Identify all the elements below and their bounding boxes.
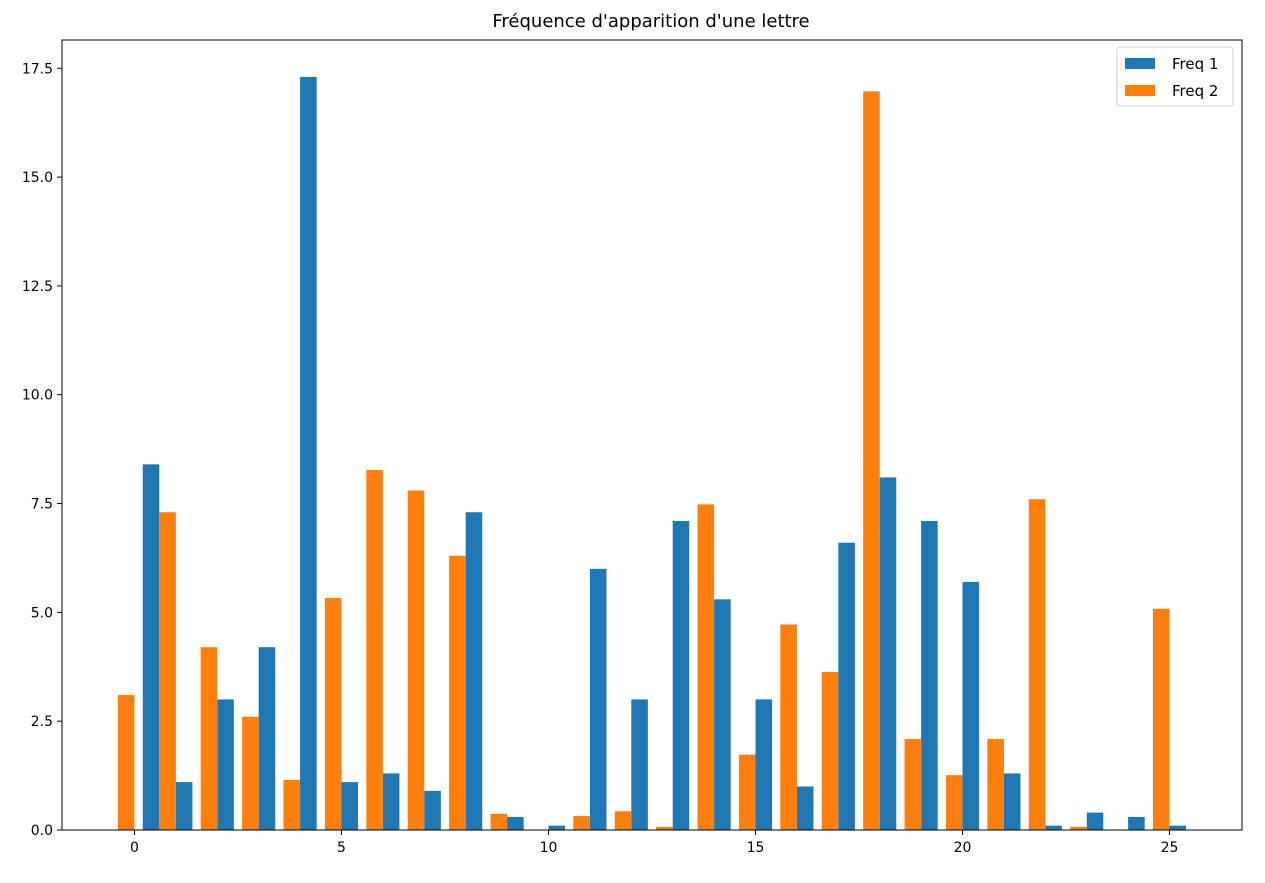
y-tick-label: 15.0	[22, 170, 53, 186]
y-tick-label: 7.5	[31, 497, 53, 513]
bar-freq-1-2	[217, 699, 234, 830]
bar-freq-1-25	[1169, 825, 1187, 830]
chart-title: Fréquence d'apparition d'une lettre	[492, 11, 809, 32]
bar-freq-1-20	[962, 581, 980, 830]
bar-freq-1-17	[838, 542, 855, 830]
bar-freq-2-9	[490, 813, 508, 830]
bar-freq-2-4	[283, 779, 301, 830]
bar-freq-2-7	[407, 490, 425, 830]
bar-freq-1-14	[714, 599, 731, 830]
bar-freq-2-1	[159, 512, 176, 830]
bar-freq-1-6	[382, 773, 400, 830]
plot-area	[117, 76, 1187, 830]
plot-frame	[61, 39, 1243, 831]
bar-freq-2-21	[987, 739, 1004, 830]
y-tick-label: 2.5	[31, 714, 53, 730]
bar-freq-2-18	[863, 91, 880, 830]
bar-freq-2-12	[614, 811, 632, 830]
bar-freq-1-1	[175, 782, 193, 830]
bar-freq-2-25	[1152, 608, 1170, 830]
y-tick-label: 0.0	[31, 823, 53, 839]
bar-freq-2-11	[573, 816, 590, 830]
y-axis: 0.0 2.5 5.0 7.5 10.0 12.5 15.0 17.5	[22, 61, 62, 839]
bar-freq-1-5	[341, 782, 359, 830]
bar-freq-2-15	[738, 754, 756, 830]
bar-freq-2-22	[1028, 499, 1046, 830]
bar-freq-2-16	[780, 624, 797, 830]
bar-freq-2-17	[821, 672, 839, 830]
x-tick-label: 0	[130, 840, 139, 856]
x-tick-label: 5	[337, 840, 346, 856]
bar-freq-1-15	[755, 699, 773, 830]
x-tick-label: 20	[954, 840, 972, 856]
bar-freq-2-3	[242, 716, 259, 830]
bar-freq-2-2	[200, 647, 218, 830]
bar-freq-1-7	[424, 790, 441, 830]
bar-freq-1-12	[631, 699, 648, 830]
bar-freq-1-8	[465, 512, 483, 830]
legend: Freq 1 Freq 2	[1116, 46, 1234, 107]
legend-label-1: Freq 2	[1172, 82, 1218, 100]
x-tick-label: 25	[1161, 840, 1179, 856]
y-tick-label: 17.5	[22, 61, 53, 77]
bar-freq-2-13	[656, 826, 673, 830]
bar-freq-2-8	[449, 555, 466, 830]
bar-freq-1-13	[672, 520, 690, 830]
bar-freq-2-0	[117, 695, 135, 830]
bar-freq-2-19	[904, 739, 922, 830]
bar-freq-1-4	[300, 76, 317, 830]
bar-freq-2-6	[366, 470, 383, 830]
bar-freq-1-18	[879, 477, 897, 830]
x-tick-label: 15	[747, 840, 765, 856]
bar-freq-2-5	[324, 598, 342, 830]
legend-label-0: Freq 1	[1172, 55, 1218, 73]
bar-freq-1-21	[1003, 773, 1021, 830]
x-tick-label: 10	[540, 840, 558, 856]
bar-freq-1-9	[507, 816, 524, 830]
bar-freq-1-19	[921, 520, 938, 830]
legend-swatch-1	[1125, 85, 1155, 96]
bar-freq-1-11	[589, 568, 607, 830]
bar-freq-1-0	[142, 464, 160, 830]
y-tick-label: 12.5	[22, 279, 53, 295]
legend-swatch-0	[1125, 58, 1155, 69]
bar-freq-1-3	[258, 647, 276, 830]
bar-freq-2-20	[945, 775, 963, 830]
bar-freq-1-16	[796, 786, 814, 830]
bar-freq-1-24	[1128, 816, 1145, 830]
bar-freq-2-23	[1070, 826, 1087, 830]
bar-freq-1-10	[548, 825, 566, 830]
bar-freq-1-22	[1045, 825, 1062, 830]
bar-freq-2-14	[697, 504, 715, 830]
y-tick-label: 5.0	[31, 605, 53, 621]
x-axis: 0 5 10 15 20 25	[130, 830, 1178, 856]
y-tick-label: 10.0	[22, 388, 53, 404]
bar-freq-1-23	[1086, 812, 1104, 830]
